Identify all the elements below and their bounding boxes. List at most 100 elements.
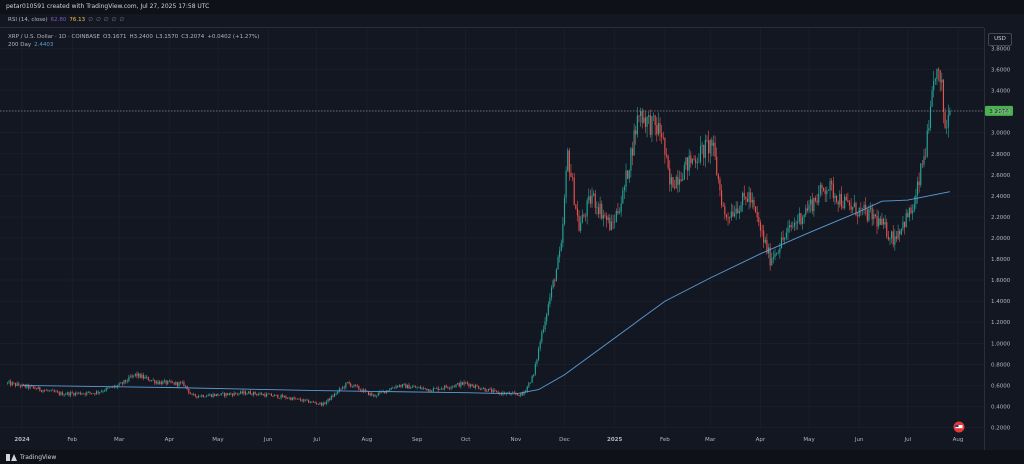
candle-body [457,383,459,385]
candle-body [554,280,556,282]
candle-body [411,386,413,388]
candle-body [751,199,753,203]
candle-body [63,394,65,396]
candle-body [298,398,300,400]
candle-body [848,202,851,206]
candle-body [230,393,232,395]
candle-body [270,393,272,397]
candle-body [445,385,447,388]
candle-body [70,392,72,396]
pane-separator[interactable] [0,27,984,28]
candle-body [48,390,51,392]
candle-body [165,380,167,385]
candle-body [942,79,944,113]
candle-body [52,389,54,391]
candle-body [86,392,88,395]
candle-body [431,391,433,392]
y-tick-label: 0.4000 [991,404,1011,410]
candle-body [874,214,876,217]
candle-body [423,387,425,389]
candle-body [931,90,933,107]
candle-body [782,237,784,240]
candle-body [314,402,316,404]
candle-body [572,177,574,178]
candle-body [620,203,622,213]
candle-body [886,222,888,237]
x-tick-label: Feb [67,437,77,443]
price-axis[interactable] [984,28,1024,450]
candle-body [406,384,408,389]
candle-body [267,393,269,395]
rsi-value-1: 62.80 [50,17,67,23]
candle-body [66,392,68,395]
candle-body [691,158,693,164]
candle-body [215,393,217,397]
y-tick-label: 0.2000 [991,425,1011,431]
candle-body [929,106,932,128]
ma-label[interactable]: 200 Day [8,42,32,48]
symbol-title[interactable]: XRP / U.S. Dollar · 1D · COINBASE [8,34,100,40]
candle-body [150,380,153,381]
candle-body [759,222,762,231]
candle-body [516,394,519,395]
candle-body [152,380,154,381]
rsi-label[interactable]: RSI (14, close) [8,17,48,23]
candle-body [685,157,687,166]
y-tick-label: 1.4000 [991,299,1011,305]
us-flag-icon[interactable] [953,421,965,433]
candle-body [253,391,255,396]
candle-body [614,221,616,223]
candle-body [753,199,755,207]
candle-body [936,69,938,80]
candle-body [928,127,930,131]
candle-body [180,382,182,384]
candle-body [868,208,870,221]
candle-body [557,256,559,270]
candle-body [709,139,711,154]
candle-body [771,258,773,266]
candle-body [531,376,533,383]
candle-body [542,329,545,332]
candle-body [559,250,561,257]
candle-body [719,179,721,191]
candle-body [835,195,838,202]
candle-body [142,374,145,379]
candle-body [495,390,498,392]
candle-body [97,391,99,393]
candle-body [591,195,593,204]
candle-body [470,384,472,387]
candle-body [489,388,491,390]
ohlc-open: O3.1671 [102,34,127,40]
candle-body [677,176,679,185]
candle-body [18,383,20,386]
rsi-legend: RSI (14, close) 62.80 76.13 ∅ ∅ ∅ ∅ ∅ [8,14,124,26]
candle-body [92,393,94,394]
candle-body [176,382,179,387]
x-tick-label: Mar [705,437,716,443]
currency-button[interactable]: USD [988,33,1012,46]
candle-body [53,390,55,392]
candle-body [894,236,896,245]
candle-body [596,207,598,208]
candle-body [317,403,319,405]
candle-body [243,391,245,394]
candle-body [803,214,805,218]
candle-body [50,389,52,391]
candle-body [813,198,815,212]
candle-body [437,387,439,391]
candle-body [455,384,457,387]
author-line: petar010591 created with TradingView.com… [6,3,210,10]
candle-body [376,395,378,397]
candle-body [610,221,613,230]
candle-body [13,382,15,384]
candle-body [649,115,651,135]
candle-body [218,395,221,396]
candle-body [923,156,925,165]
footer-brand[interactable]: TradingView [20,453,57,461]
candle-body [518,394,520,397]
candle-body [494,389,496,391]
candle-body [335,393,337,395]
x-tick-label: Dec [559,437,570,443]
candle-body [586,200,588,217]
